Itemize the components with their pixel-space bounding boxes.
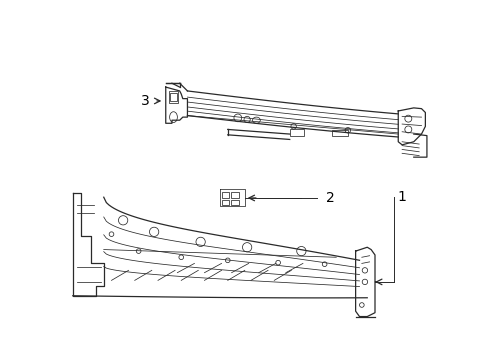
Bar [332, 130, 347, 136]
Bar [230, 192, 238, 198]
Bar [221, 192, 229, 198]
Bar [168, 91, 178, 103]
Text: 2: 2 [325, 191, 334, 205]
Bar [289, 130, 303, 136]
Bar [221, 199, 229, 205]
Bar [230, 199, 238, 205]
Bar [170, 93, 176, 101]
Text: 1: 1 [397, 190, 406, 204]
Text: 3: 3 [140, 94, 149, 108]
